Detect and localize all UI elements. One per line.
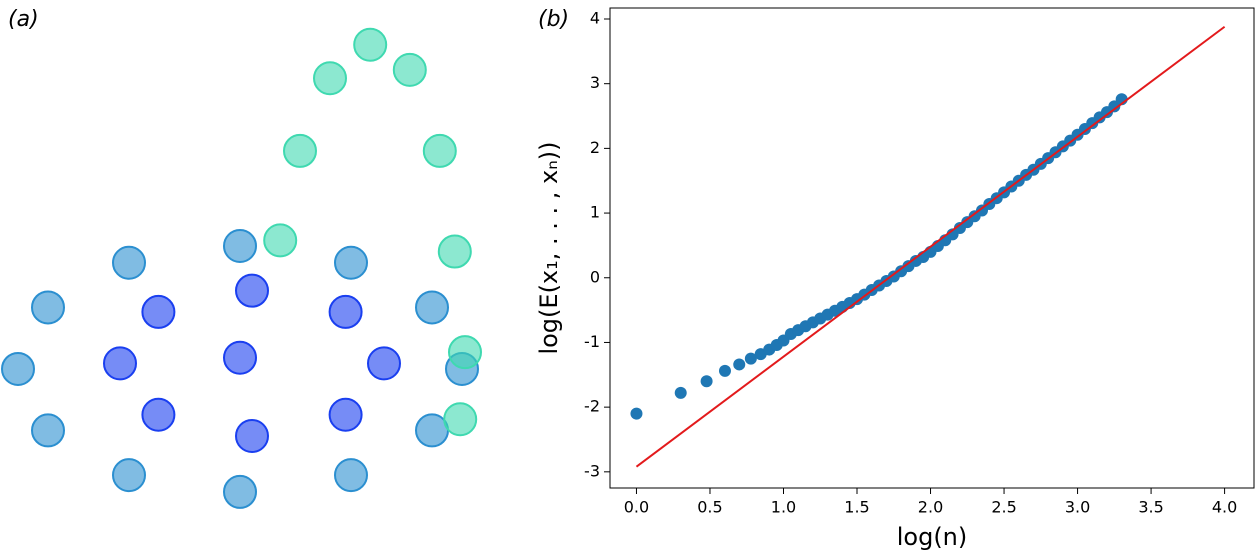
axes-frame xyxy=(609,7,1255,489)
attractor-point xyxy=(392,52,427,87)
x-tick-label: 0.0 xyxy=(624,498,649,517)
y-tick-label: -2 xyxy=(584,397,600,416)
attractor-point xyxy=(263,223,298,258)
attractor-point xyxy=(223,474,257,509)
attractor-point xyxy=(112,245,146,280)
attractor-point xyxy=(334,245,368,280)
attractor-point xyxy=(313,61,347,96)
attractor-point xyxy=(353,27,388,62)
x-tick-label: 3.5 xyxy=(1138,498,1163,517)
attractor-point xyxy=(223,228,257,263)
attractor-point xyxy=(328,397,363,432)
x-axis-label: log(n) xyxy=(897,523,968,551)
data-point xyxy=(630,407,643,420)
attractor-point xyxy=(112,458,146,493)
y-tick-label: -1 xyxy=(584,332,600,351)
attractor-point xyxy=(443,402,478,437)
attractor-point xyxy=(1,351,35,386)
data-point xyxy=(700,375,713,388)
y-tick-label: 0 xyxy=(590,267,600,286)
attractor-point xyxy=(437,234,472,269)
y-tick-label: -3 xyxy=(584,461,600,480)
data-point xyxy=(718,364,731,377)
attractor-point xyxy=(415,290,449,325)
attractor-point xyxy=(235,273,269,308)
attractor-point xyxy=(31,290,65,325)
attractor-point xyxy=(283,133,317,168)
y-tick-label: 2 xyxy=(590,138,600,157)
x-tick-label: 3.0 xyxy=(1065,498,1090,517)
attractor-point xyxy=(31,413,65,448)
attractor-point xyxy=(415,413,449,448)
x-tick-label: 2.0 xyxy=(918,498,943,517)
y-tick-label: 1 xyxy=(590,203,600,222)
data-point xyxy=(744,352,757,365)
attractor-point xyxy=(141,397,176,432)
attractor-point xyxy=(141,294,176,329)
attractor-point xyxy=(448,335,482,370)
attractor-point xyxy=(235,419,269,454)
attractor-point xyxy=(422,133,457,168)
attractor-point xyxy=(334,458,368,493)
x-tick-label: 4.0 xyxy=(1212,498,1237,517)
x-tick-label: 1.5 xyxy=(844,498,869,517)
x-tick-label: 0.5 xyxy=(697,498,722,517)
attractor-point xyxy=(367,346,401,381)
y-tick-label: 4 xyxy=(590,8,600,27)
data-point xyxy=(674,386,687,399)
y-tick-label: 3 xyxy=(590,73,600,92)
attractor-point xyxy=(103,346,137,381)
y-axis-label: log(E(x₁, . . . , xₙ)) xyxy=(535,141,563,354)
x-tick-label: 1.0 xyxy=(771,498,796,517)
attractor-point xyxy=(223,340,257,375)
x-tick-label: 2.5 xyxy=(991,498,1016,517)
panel-label: (b) xyxy=(538,7,569,32)
panel-label: (a) xyxy=(8,7,39,32)
fit-line xyxy=(635,25,1226,468)
attractor-point xyxy=(328,294,363,329)
data-point xyxy=(733,358,746,371)
